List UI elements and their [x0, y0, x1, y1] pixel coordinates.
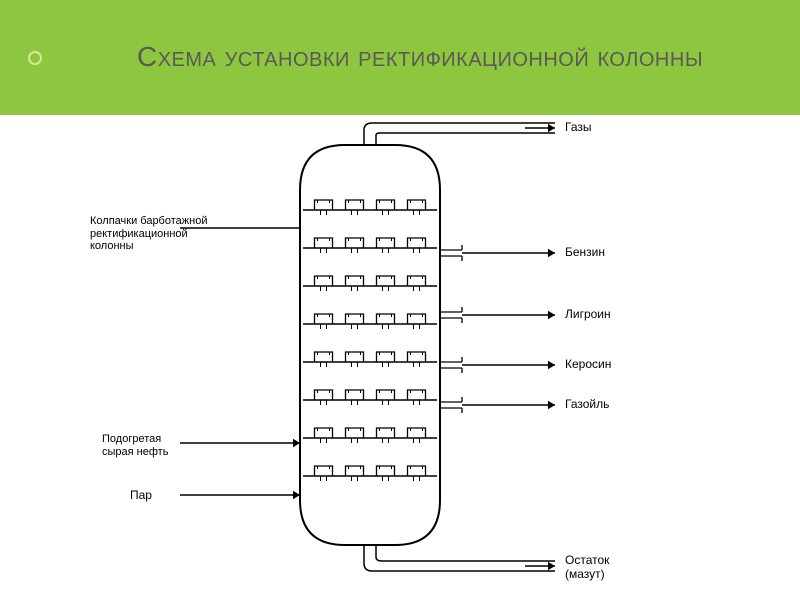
- column-schematic: [0, 115, 800, 600]
- output-label-3: Керосин: [565, 358, 611, 372]
- input-label-1: Подогретаясырая нефть: [102, 433, 168, 458]
- page-title: Схема установки ректификационной колонны: [137, 39, 703, 75]
- input-label-0: Колпачки барботажнойректификационнойколо…: [90, 215, 207, 253]
- output-label-4: Газойль: [565, 398, 609, 412]
- output-label-5: Остаток(мазут): [565, 554, 609, 582]
- output-label-0: Газы: [565, 121, 592, 135]
- diagram: Колпачки барботажнойректификационнойколо…: [0, 115, 800, 600]
- output-label-2: Лигроин: [565, 308, 611, 322]
- bullet-icon: [28, 51, 42, 65]
- input-label-2: Пар: [130, 489, 152, 503]
- output-label-1: Бензин: [565, 246, 605, 260]
- title-bar: Схема установки ректификационной колонны: [0, 0, 800, 115]
